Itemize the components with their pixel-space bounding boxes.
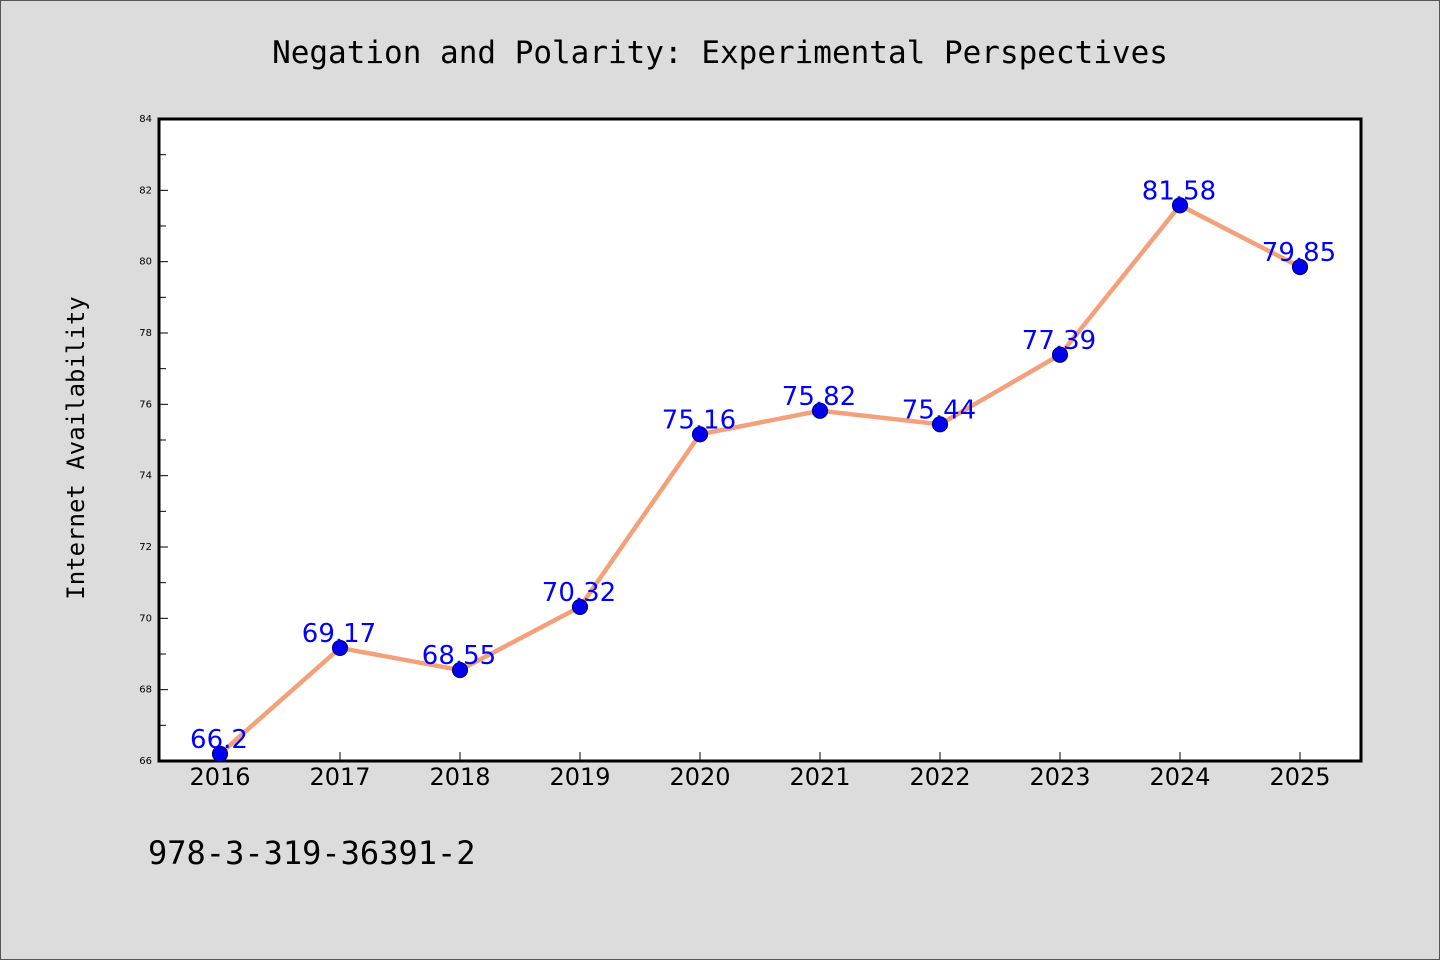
- data-point: [571, 598, 589, 616]
- data-label: 68.55: [422, 641, 496, 671]
- y-tick-label: 66: [139, 756, 152, 767]
- data-label: 70.32: [542, 578, 616, 608]
- y-tick-label: 68: [139, 685, 152, 696]
- data-label: 69.17: [302, 619, 376, 649]
- y-tick-label: 72: [139, 542, 152, 553]
- x-tick-label: 2023: [1029, 763, 1090, 791]
- x-tick-label: 2018: [429, 763, 490, 791]
- data-point: [691, 426, 709, 443]
- y-tick-label: 84: [139, 114, 152, 125]
- data-point: [1051, 346, 1069, 363]
- x-tick-label: 2019: [549, 763, 610, 791]
- y-tick-label: 70: [139, 613, 152, 624]
- x-tick-label: 2025: [1269, 763, 1330, 791]
- data-points-layer: [211, 197, 1309, 762]
- data-point: [931, 416, 949, 433]
- x-tick-label: 2020: [669, 763, 730, 791]
- y-axis: 66 68 70 72 74 76 78 80 82 84: [139, 114, 168, 767]
- x-axis: 2016 2017 2018 2019 2020 2021 2022 2023 2024 2025: [189, 752, 1331, 791]
- data-label: 75.16: [662, 405, 736, 435]
- data-point: [331, 639, 349, 657]
- x-tick-label: 2021: [789, 763, 850, 791]
- plot-area: [157, 117, 1363, 763]
- isbn-footer: 978-3-319-36391-2: [148, 834, 476, 872]
- x-tick-label: 2024: [1149, 763, 1210, 791]
- x-tick-label: 2017: [309, 763, 370, 791]
- x-tick-label: 2016: [189, 763, 250, 791]
- y-axis-label: Internet Availability: [62, 296, 90, 599]
- series-line: [217, 203, 1303, 757]
- data-labels-layer: 66.2 69.17 68.55 70.32 75.16 75.82 75.44 77.39 8…: [190, 176, 1336, 755]
- data-point: [1171, 197, 1189, 214]
- data-point: [451, 661, 469, 679]
- data-label: 75.44: [902, 395, 976, 425]
- data-point: [811, 402, 829, 419]
- data-label: 66.2: [190, 725, 248, 755]
- data-label: 75.82: [782, 382, 856, 412]
- data-point: [211, 745, 229, 762]
- chart-title: Negation and Polarity: Experimental Pers…: [272, 35, 1168, 71]
- data-label: 79.85: [1262, 238, 1336, 268]
- y-tick-label: 80: [139, 257, 152, 268]
- data-label: 81.58: [1142, 176, 1216, 206]
- data-label: 77.39: [1022, 326, 1096, 356]
- y-tick-label: 76: [139, 399, 152, 410]
- data-point: [1291, 258, 1309, 276]
- x-tick-label: 2022: [909, 763, 970, 791]
- series-line-layer: [217, 203, 1303, 757]
- y-tick-label: 74: [139, 471, 152, 482]
- y-tick-label: 82: [139, 185, 152, 196]
- y-tick-label: 78: [139, 328, 152, 339]
